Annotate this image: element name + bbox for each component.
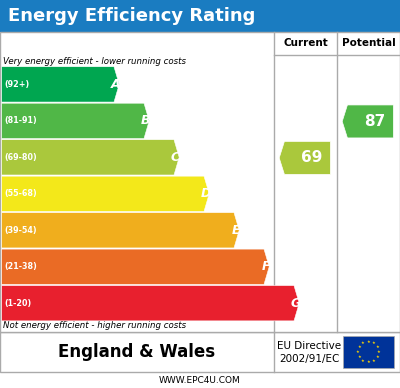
Polygon shape [2,286,299,321]
Polygon shape [2,213,239,248]
Text: England & Wales: England & Wales [58,343,216,361]
Text: C: C [171,151,180,164]
Bar [0,332,400,372]
Text: ★: ★ [361,341,365,345]
Text: ★: ★ [361,359,365,363]
Polygon shape [2,103,149,139]
Text: (81-91): (81-91) [5,116,38,125]
Text: ★: ★ [376,355,380,359]
Text: (21-38): (21-38) [5,262,38,271]
Bar [343,336,394,368]
Text: Very energy efficient - lower running costs: Very energy efficient - lower running co… [3,57,186,66]
Text: (1-20): (1-20) [5,299,32,308]
Text: ★: ★ [372,341,376,345]
Text: ★: ★ [377,350,381,354]
Text: (92+): (92+) [5,80,30,89]
Polygon shape [2,176,209,211]
Text: ★: ★ [366,340,370,344]
Text: (69-80): (69-80) [5,153,38,162]
Text: Potential: Potential [342,38,395,48]
Text: EU Directive
2002/91/EC: EU Directive 2002/91/EC [277,341,342,364]
Text: ★: ★ [356,350,360,354]
Bar [0,32,400,332]
Text: E: E [231,224,240,237]
Text: B: B [141,114,150,127]
Text: ★: ★ [372,359,376,363]
Text: 87: 87 [364,114,385,129]
Text: (39-54): (39-54) [5,226,38,235]
Text: ★: ★ [357,355,361,359]
Polygon shape [2,67,119,102]
Text: WWW.EPC4U.COM: WWW.EPC4U.COM [159,376,241,385]
Polygon shape [279,142,330,175]
Polygon shape [2,140,179,175]
Text: ★: ★ [376,345,380,349]
Polygon shape [342,105,394,138]
Polygon shape [2,249,269,284]
Text: A: A [111,78,120,91]
Text: (55-68): (55-68) [5,189,38,198]
Text: F: F [261,260,270,273]
Text: Energy Efficiency Rating: Energy Efficiency Rating [8,7,255,25]
Text: G: G [290,297,301,310]
Text: ★: ★ [357,345,361,349]
Text: Not energy efficient - higher running costs: Not energy efficient - higher running co… [3,321,186,330]
Text: 69: 69 [301,151,322,165]
Text: D: D [200,187,211,200]
Bar [0,0,400,32]
Text: Current: Current [283,38,328,48]
Text: ★: ★ [366,360,370,364]
